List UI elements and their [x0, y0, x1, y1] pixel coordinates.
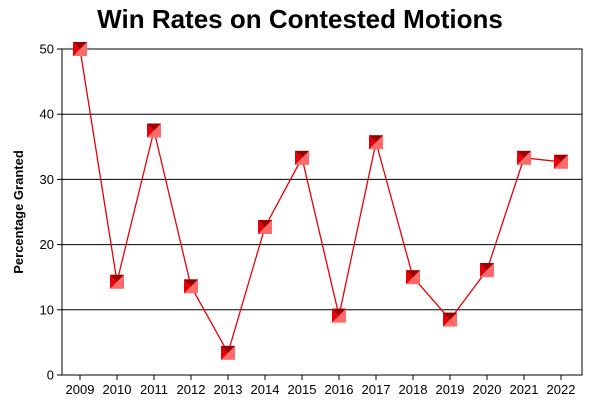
data-point-5: [258, 219, 272, 234]
data-point-12: [517, 150, 531, 165]
x-tick-label-0: 2009: [66, 382, 95, 397]
data-point-10: [443, 312, 457, 327]
data-point-4: [221, 345, 235, 360]
y-tick-label-3: 30: [40, 172, 54, 187]
x-tick-label-3: 2012: [177, 382, 206, 397]
data-point-1: [110, 274, 124, 289]
data-point-6: [295, 150, 309, 165]
x-tick-label-9: 2018: [399, 382, 428, 397]
x-tick-label-6: 2015: [288, 382, 317, 397]
data-point-11: [480, 263, 494, 278]
data-point-9: [406, 270, 420, 285]
x-tick-label-8: 2017: [362, 382, 391, 397]
y-tick-label-0: 0: [47, 368, 54, 383]
x-tick-label-12: 2021: [510, 382, 539, 397]
data-point-7: [332, 308, 346, 323]
data-point-0: [73, 42, 87, 56]
data-point-8: [369, 135, 383, 150]
data-point-2: [147, 123, 161, 138]
x-axis: 2009 2010 2011 2012 2013 2014 2015 2016 2017 2018…: [66, 375, 576, 397]
y-tick-label-4: 40: [40, 107, 54, 122]
y-tick-label-5: 50: [40, 42, 54, 57]
x-tick-label-7: 2016: [325, 382, 354, 397]
x-tick-label-4: 2013: [214, 382, 243, 397]
series-layer: [73, 42, 568, 360]
y-axis-label: Percentage Granted: [11, 150, 26, 274]
x-tick-label-10: 2019: [436, 382, 465, 397]
y-tick-label-1: 10: [40, 302, 54, 317]
x-tick-label-1: 2010: [103, 382, 132, 397]
chart-title: Win Rates on Contested Motions: [97, 4, 503, 34]
series-line-0: [79, 48, 562, 355]
x-tick-label-11: 2020: [473, 382, 502, 397]
data-point-3: [184, 279, 198, 294]
x-tick-label-2: 2011: [140, 382, 168, 397]
data-point-13: [554, 154, 568, 169]
plot-area: [61, 48, 583, 376]
y-axis: 0 10 20 30 40 50: [40, 42, 62, 383]
gridlines: [62, 113, 582, 311]
x-tick-label-5: 2014: [251, 382, 280, 397]
x-tick-label-13: 2022: [547, 382, 576, 397]
y-tick-label-2: 20: [40, 237, 54, 252]
